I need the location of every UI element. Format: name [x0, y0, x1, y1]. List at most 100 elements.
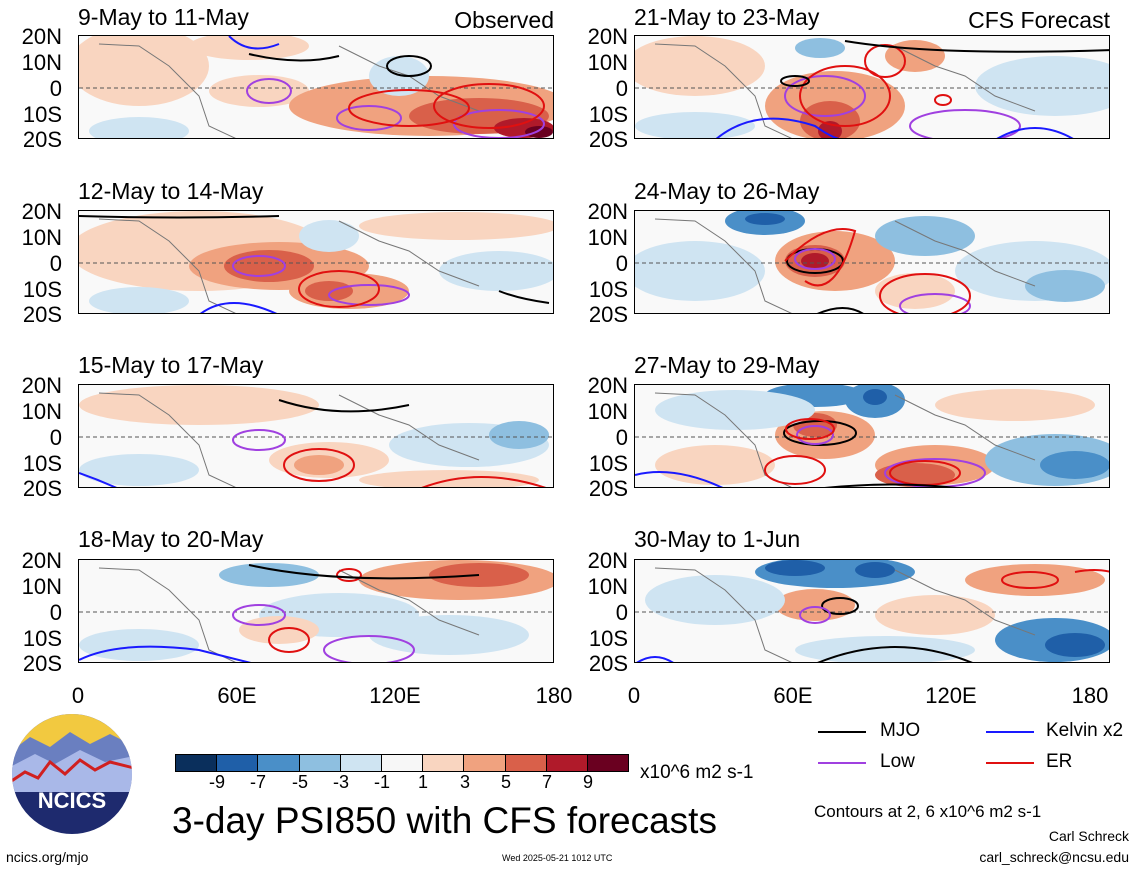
- lat-label: 0: [49, 425, 62, 450]
- lat-label: 20S: [22, 651, 62, 676]
- contour-note: Contours at 2, 6 x10^6 m2 s-1: [814, 802, 1042, 821]
- panel-title-1: 9-May to 11-May: [78, 4, 249, 30]
- lat-label: 10N: [21, 225, 62, 250]
- map-panel-2: [78, 210, 554, 314]
- legend-mjo-label: MJO: [880, 720, 921, 741]
- lat-label: 10S: [22, 102, 62, 127]
- colorbar-label: -1: [373, 772, 390, 792]
- lat-label: 20N: [587, 548, 628, 573]
- lat-label: 10S: [22, 277, 62, 302]
- lat-label: 20N: [587, 24, 628, 49]
- map-panel-8: [634, 559, 1110, 663]
- colorbar-label: 1: [417, 772, 428, 792]
- lat-label: 0: [615, 76, 628, 101]
- lat-label: 0: [49, 76, 62, 101]
- map-panel-4: [78, 559, 554, 663]
- panel-title-4: 18-May to 20-May: [78, 526, 264, 552]
- lat-label: 10S: [22, 626, 62, 651]
- author: Carl Schreck: [1048, 828, 1129, 844]
- lon-label: 0: [71, 683, 85, 708]
- map-panel-7: [634, 384, 1110, 488]
- lat-label: 20S: [588, 127, 628, 152]
- lat-label: 10S: [588, 102, 628, 127]
- lat-label: 20N: [21, 24, 62, 49]
- legend-kelvin-label: Kelvin x2: [1046, 720, 1124, 741]
- logo-text: NCICS: [37, 788, 107, 813]
- ncics-logo: NCICS: [10, 712, 134, 836]
- colorbar-cell: [339, 754, 382, 772]
- legend-kelvin-line: [986, 731, 1034, 733]
- lat-label: 10N: [587, 225, 628, 250]
- colorbar-cell: [257, 754, 300, 772]
- lon-label: 60E: [773, 683, 813, 708]
- map-panel-5: [634, 35, 1110, 139]
- lat-label: 20S: [22, 127, 62, 152]
- lat-label: 20N: [587, 199, 628, 224]
- colorbar-label: 7: [541, 772, 552, 792]
- panel-title-6: 24-May to 26-May: [634, 178, 820, 204]
- lat-label: 10S: [588, 451, 628, 476]
- colorbar-cell: [587, 754, 630, 772]
- colorbar-label: 3: [459, 772, 470, 792]
- colorbar-label: 9: [582, 772, 593, 792]
- lat-label: 20N: [21, 373, 62, 398]
- colorbar-cell: [422, 754, 465, 772]
- lon-label: 120E: [369, 683, 421, 708]
- lon-label: 180: [1071, 683, 1109, 708]
- lat-label: 10N: [587, 399, 628, 424]
- lat-label: 0: [49, 600, 62, 625]
- colorbar-label: 5: [500, 772, 511, 792]
- legend-er-line: [986, 762, 1034, 764]
- colorbar-label: -7: [249, 772, 266, 792]
- panel-title-8: 30-May to 1-Jun: [634, 526, 801, 552]
- lat-label: 10S: [22, 451, 62, 476]
- colorbar-cell: [504, 754, 547, 772]
- panel-title-3: 15-May to 17-May: [78, 352, 264, 378]
- lat-label: 20S: [22, 476, 62, 501]
- lat-label: 0: [49, 251, 62, 276]
- legend-low-line: [818, 762, 866, 764]
- map-panel-6: [634, 210, 1110, 314]
- lat-label: 10N: [587, 574, 628, 599]
- colorbar-label: -5: [291, 772, 308, 792]
- map-panel-3: [78, 384, 554, 488]
- map-panel-1: [78, 35, 554, 139]
- colorbar-cell: [298, 754, 341, 772]
- lat-label: 20S: [22, 302, 62, 327]
- legend-mjo-line: [818, 731, 866, 733]
- lon-label: 60E: [217, 683, 257, 708]
- lat-label: 0: [615, 425, 628, 450]
- cfs-forecast-label: CFS Forecast: [968, 7, 1110, 33]
- colorbar-cell: [381, 754, 424, 772]
- colorbar-cell: [463, 754, 506, 772]
- lat-label: 10N: [21, 399, 62, 424]
- source-url[interactable]: ncics.org/mjo: [6, 849, 89, 865]
- legend-low-label: Low: [880, 751, 915, 772]
- lat-label: 10N: [21, 574, 62, 599]
- colorbar-label: -3: [332, 772, 349, 792]
- lat-label: 20S: [588, 476, 628, 501]
- lon-label: 0: [627, 683, 641, 708]
- author-email[interactable]: carl_schreck@ncsu.edu: [979, 849, 1129, 865]
- lat-label: 10N: [587, 50, 628, 75]
- colorbar-label: -9: [208, 772, 225, 792]
- panel-title-2: 12-May to 14-May: [78, 178, 264, 204]
- lon-label: 180: [535, 683, 573, 708]
- lat-label: 20N: [21, 548, 62, 573]
- observed-label: Observed: [454, 7, 554, 33]
- lat-label: 10S: [588, 626, 628, 651]
- panel-title-7: 27-May to 29-May: [634, 352, 820, 378]
- legend-er-label: ER: [1046, 751, 1073, 772]
- panel-title-5: 21-May to 23-May: [634, 4, 820, 30]
- lat-label: 20S: [588, 651, 628, 676]
- main-title: 3-day PSI850 with CFS forecasts: [172, 800, 717, 841]
- lat-label: 20S: [588, 302, 628, 327]
- lat-label: 0: [615, 600, 628, 625]
- colorbar-cell: [545, 754, 588, 772]
- lat-label: 20N: [587, 373, 628, 398]
- lon-label: 120E: [925, 683, 977, 708]
- timestamp: Wed 2025-05-21 1012 UTC: [502, 853, 613, 863]
- lat-label: 0: [615, 251, 628, 276]
- lat-label: 10S: [588, 277, 628, 302]
